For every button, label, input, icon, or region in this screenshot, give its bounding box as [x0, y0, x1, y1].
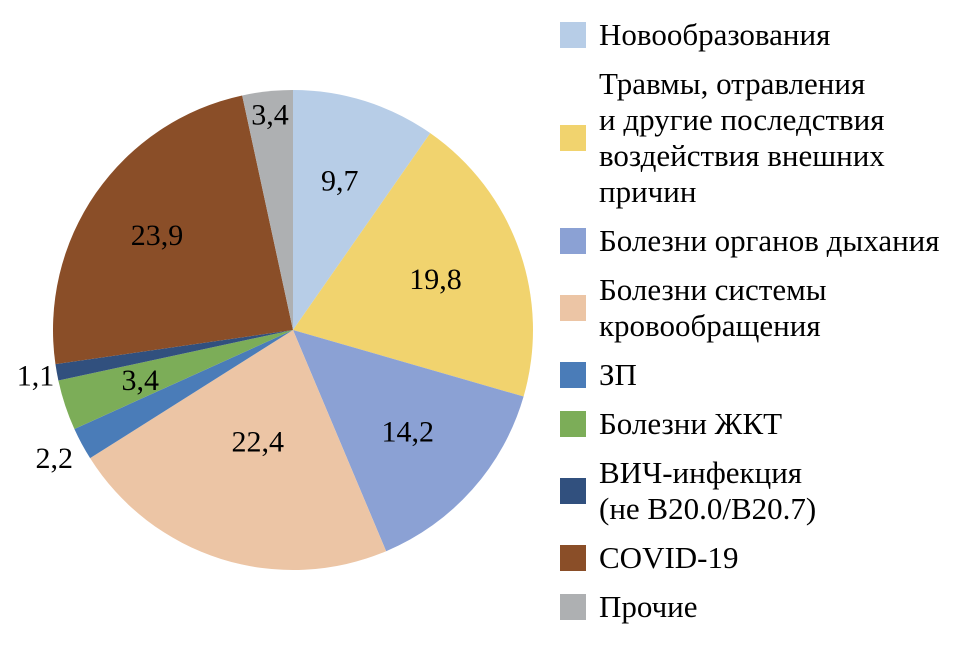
legend-swatch [560, 545, 586, 571]
slice-value-label-7: 23,9 [131, 219, 184, 252]
slice-value-label-0: 9,7 [321, 165, 359, 198]
legend-label: Новообразования [599, 17, 831, 52]
legend-item-4: ЗП [560, 357, 975, 393]
legend-swatch [560, 22, 586, 48]
slice-value-label-5: 3,4 [122, 364, 160, 397]
legend-label: Болезни органов дыхания [599, 223, 940, 258]
legend-item-3: Болезни системы кровообращения [560, 272, 975, 344]
pie-slice-5 [58, 330, 294, 430]
pie-slice-3 [90, 330, 387, 571]
slice-value-label-4: 2,2 [36, 442, 74, 475]
legend-swatch [560, 125, 586, 151]
slice-value-label-1: 19,8 [409, 263, 462, 296]
legend-label: COVID-19 [599, 540, 739, 575]
legend-item-5: Болезни ЖКТ [560, 406, 975, 442]
legend-label: ЗП [599, 357, 637, 392]
legend-item-1: Травмы, отравления и другие последствия … [560, 66, 975, 210]
pie-slice-7 [52, 95, 293, 365]
slice-value-label-2: 14,2 [382, 416, 435, 449]
legend-label: Прочие [599, 589, 698, 624]
slice-value-label-6: 1,1 [17, 360, 55, 393]
pie-slice-4 [74, 330, 293, 459]
legend: Новообразования Травмы, отравления и дру… [560, 17, 975, 625]
legend-label: ВИЧ-инфекция (не B20.0/B20.7) [599, 455, 817, 526]
legend-label: Болезни ЖКТ [599, 406, 783, 441]
legend-swatch [560, 295, 586, 321]
legend-label: Травмы, отравления и другие последствия … [599, 66, 885, 209]
legend-item-7: COVID-19 [560, 540, 975, 576]
legend-swatch [560, 594, 586, 620]
pie-slice-6 [55, 330, 293, 381]
slice-value-label-3: 22,4 [231, 426, 284, 459]
slice-value-label-8: 3,4 [251, 99, 289, 132]
legend-swatch [560, 228, 586, 254]
legend-item-8: Прочие [560, 589, 975, 625]
pie-slice-0 [293, 90, 431, 330]
legend-swatch [560, 411, 586, 437]
legend-swatch [560, 478, 586, 504]
pie-chart: 9,7 19,8 14,2 22,4 2,2 3,4 1,1 23,9 3,4 [17, 90, 533, 571]
legend-label: Болезни системы кровообращения [599, 272, 827, 343]
legend-item-0: Новообразования [560, 17, 975, 53]
pie-slice-2 [293, 330, 524, 552]
pie-slice-8 [242, 90, 293, 330]
legend-item-6: ВИЧ-инфекция (не B20.0/B20.7) [560, 455, 975, 527]
pie-slice-1 [293, 133, 533, 397]
legend-swatch [560, 362, 586, 388]
legend-item-2: Болезни органов дыхания [560, 223, 975, 259]
